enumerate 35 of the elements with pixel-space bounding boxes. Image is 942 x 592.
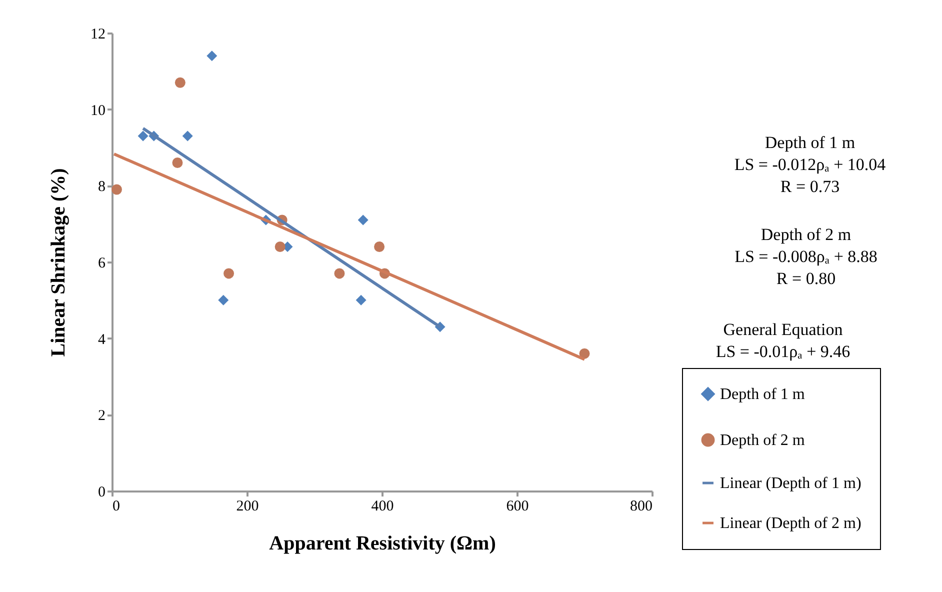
y-tick-label: 4 — [98, 332, 106, 348]
legend-label: Depth of 1 m — [720, 386, 806, 403]
x-tick-label: 800 — [630, 498, 652, 514]
legend-label: Linear (Depth of 1 m) — [720, 475, 862, 492]
point — [356, 294, 366, 306]
legend-label: Linear (Depth of 2 m) — [720, 515, 862, 532]
point — [174, 77, 186, 88]
point — [334, 268, 345, 279]
point — [111, 184, 122, 195]
legend-label: Depth of 2 m — [720, 432, 806, 449]
y-tick-label: 0 — [98, 484, 106, 500]
y-tick-label: 6 — [98, 256, 106, 272]
point — [172, 158, 183, 168]
point — [206, 50, 218, 62]
point — [182, 130, 193, 142]
y-axis-title: Linear Shrinkage (%) — [48, 168, 70, 357]
x-tick-label: 200 — [236, 498, 259, 514]
y-tick-label: 12 — [90, 26, 106, 42]
point — [218, 294, 229, 306]
x-tick-label: 600 — [506, 498, 529, 514]
text: Depth of 1 m LS = -0.012ρₐ + 10.04 R = 0.73 — [734, 133, 886, 196]
point — [224, 268, 234, 279]
point — [138, 130, 148, 142]
x-tick-label: 0 — [112, 498, 120, 514]
x-axis-title: Apparent Resistivity (Ωm) — [269, 532, 496, 554]
point — [274, 242, 286, 252]
y-tick-label: 10 — [90, 102, 106, 119]
x-tick-label: 400 — [371, 498, 394, 514]
y-tick-label: 8 — [98, 179, 106, 196]
text: General Equation LS = -0.01ρₐ + 9.46 — [716, 320, 850, 361]
point — [374, 242, 385, 252]
point — [579, 348, 590, 359]
text: Depth of 2 m LS = -0.008ρₐ + 8.88 R = 0.80 — [734, 225, 878, 288]
point — [358, 214, 368, 226]
y-tick-label: 2 — [98, 408, 106, 424]
